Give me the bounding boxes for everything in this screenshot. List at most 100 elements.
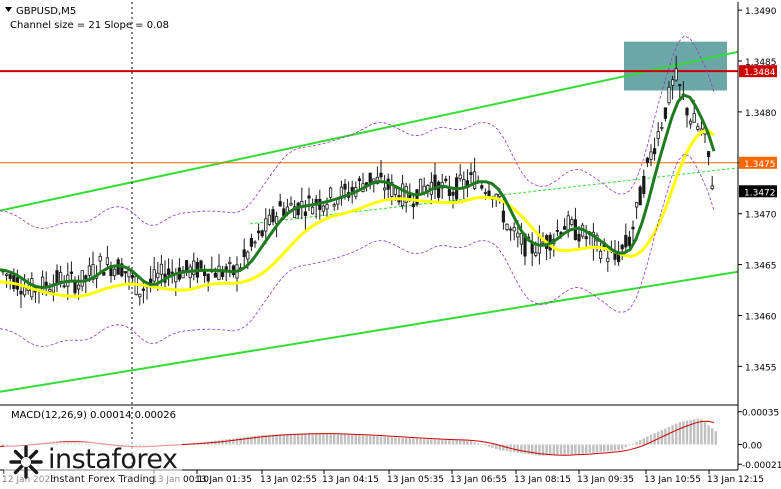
time-tick-label: 13 Jan 08:15 [514, 475, 571, 485]
candle-body [541, 241, 545, 244]
macd-histogram-bar [394, 437, 397, 445]
candle-body [91, 264, 95, 280]
candle-body [80, 270, 84, 287]
macd-histogram-bar [383, 436, 386, 445]
candle-body [404, 186, 408, 203]
macd-histogram-bar [459, 440, 462, 445]
macd-histogram-bar [369, 435, 372, 445]
candle-body [487, 190, 491, 197]
macd-histogram-bar [322, 433, 325, 445]
candle-body [170, 271, 174, 274]
candle-body [292, 206, 297, 218]
candle-body [393, 187, 398, 195]
macd-histogram-bar [282, 434, 285, 445]
candle-body [685, 107, 689, 116]
macd-histogram-bar [448, 440, 451, 445]
candle-body [645, 157, 650, 163]
candle-body [87, 265, 91, 276]
candle-body [696, 126, 700, 130]
candle-body [635, 202, 639, 208]
candle-body [710, 185, 714, 190]
macd-tick-label: -0.00021 [742, 461, 781, 471]
macd-histogram-bar [617, 444, 620, 451]
time-tick-label: 13 Jan 04:15 [322, 475, 379, 485]
macd-histogram-bar [437, 439, 440, 445]
macd-histogram-bar [639, 440, 642, 445]
macd-histogram-bar [552, 444, 555, 456]
macd-histogram-bar [261, 435, 264, 445]
macd-histogram-bar [268, 434, 271, 445]
macd-histogram-bar [365, 435, 368, 445]
macd-histogram-bar [606, 444, 609, 452]
macd-histogram-bar [549, 444, 552, 456]
candle-body [274, 216, 279, 224]
candle-body [689, 120, 693, 125]
candle-body [379, 172, 383, 178]
macd-histogram-bar [685, 420, 689, 445]
candle-body [267, 214, 272, 225]
candle-body [444, 178, 448, 182]
price-tick-label: 1.3485 [745, 58, 777, 68]
candle-body [620, 244, 624, 250]
price-tick-label: 1.3455 [745, 363, 777, 373]
candle-body [472, 171, 477, 189]
macd-histogram-bar [423, 439, 426, 445]
time-tick-label: 13 Jan 09:35 [577, 475, 634, 485]
candle-body [141, 288, 145, 291]
candle-body [62, 285, 66, 288]
candle-body [228, 261, 232, 265]
candle-body [246, 251, 250, 260]
macd-histogram-bar [376, 436, 379, 445]
candle-body [667, 86, 671, 104]
candle-body [260, 230, 264, 237]
instaforex-logo: instaforex Instant Forex Trading [4, 442, 182, 486]
macd-histogram-bar [325, 433, 329, 445]
candle-body [328, 187, 333, 198]
candle-body [674, 68, 678, 81]
level-label-bg [739, 156, 777, 169]
macd-histogram-bar [232, 438, 235, 445]
candle-body [98, 255, 102, 262]
price-tick-label: 1.3480 [745, 109, 777, 119]
macd-histogram-bar [351, 434, 354, 445]
macd-tick-label: 0.00035 [742, 409, 779, 419]
candle-body [642, 176, 646, 194]
macd-histogram-bar [603, 444, 606, 452]
channel-lower [0, 270, 739, 393]
macd-histogram-bar [1, 444, 5, 447]
macd-histogram-bar [340, 434, 343, 445]
macd-histogram-bar [707, 425, 710, 445]
candle-body [599, 250, 603, 259]
macd-histogram-bar [667, 426, 671, 445]
candle-body [501, 210, 506, 223]
macd-histogram-bar [390, 437, 393, 445]
collapse-triangle-icon[interactable] [5, 7, 12, 12]
candle-body [271, 209, 275, 223]
macd-histogram-bar [621, 444, 624, 450]
price-tick-label: 1.3465 [745, 262, 777, 272]
candle-body [382, 187, 387, 191]
candle-body [519, 233, 524, 245]
macd-histogram-bar [513, 444, 516, 453]
macd-histogram-bar [642, 438, 645, 445]
price-tick-label: 1.3470 [745, 211, 777, 221]
candle-body [563, 226, 567, 230]
candle-body [332, 204, 336, 207]
candle-body [325, 204, 329, 210]
candle-body [433, 174, 437, 190]
candle-body [166, 268, 171, 276]
candle-body [390, 182, 394, 197]
macd-histogram-bar [696, 418, 699, 445]
bollinger-lower [0, 153, 715, 347]
ma-yellow-line [0, 129, 715, 298]
macd-histogram-bar [599, 444, 602, 452]
macd-histogram-bar [315, 433, 318, 445]
candle-body [653, 148, 657, 155]
candle-body [138, 293, 142, 298]
macd-histogram-bar [408, 438, 411, 445]
macd-histogram-bar [592, 444, 595, 453]
candle-body [192, 260, 196, 275]
macd-histogram-bar [225, 439, 228, 445]
macd-histogram-bar [484, 444, 487, 446]
macd-histogram-bar [534, 444, 537, 456]
